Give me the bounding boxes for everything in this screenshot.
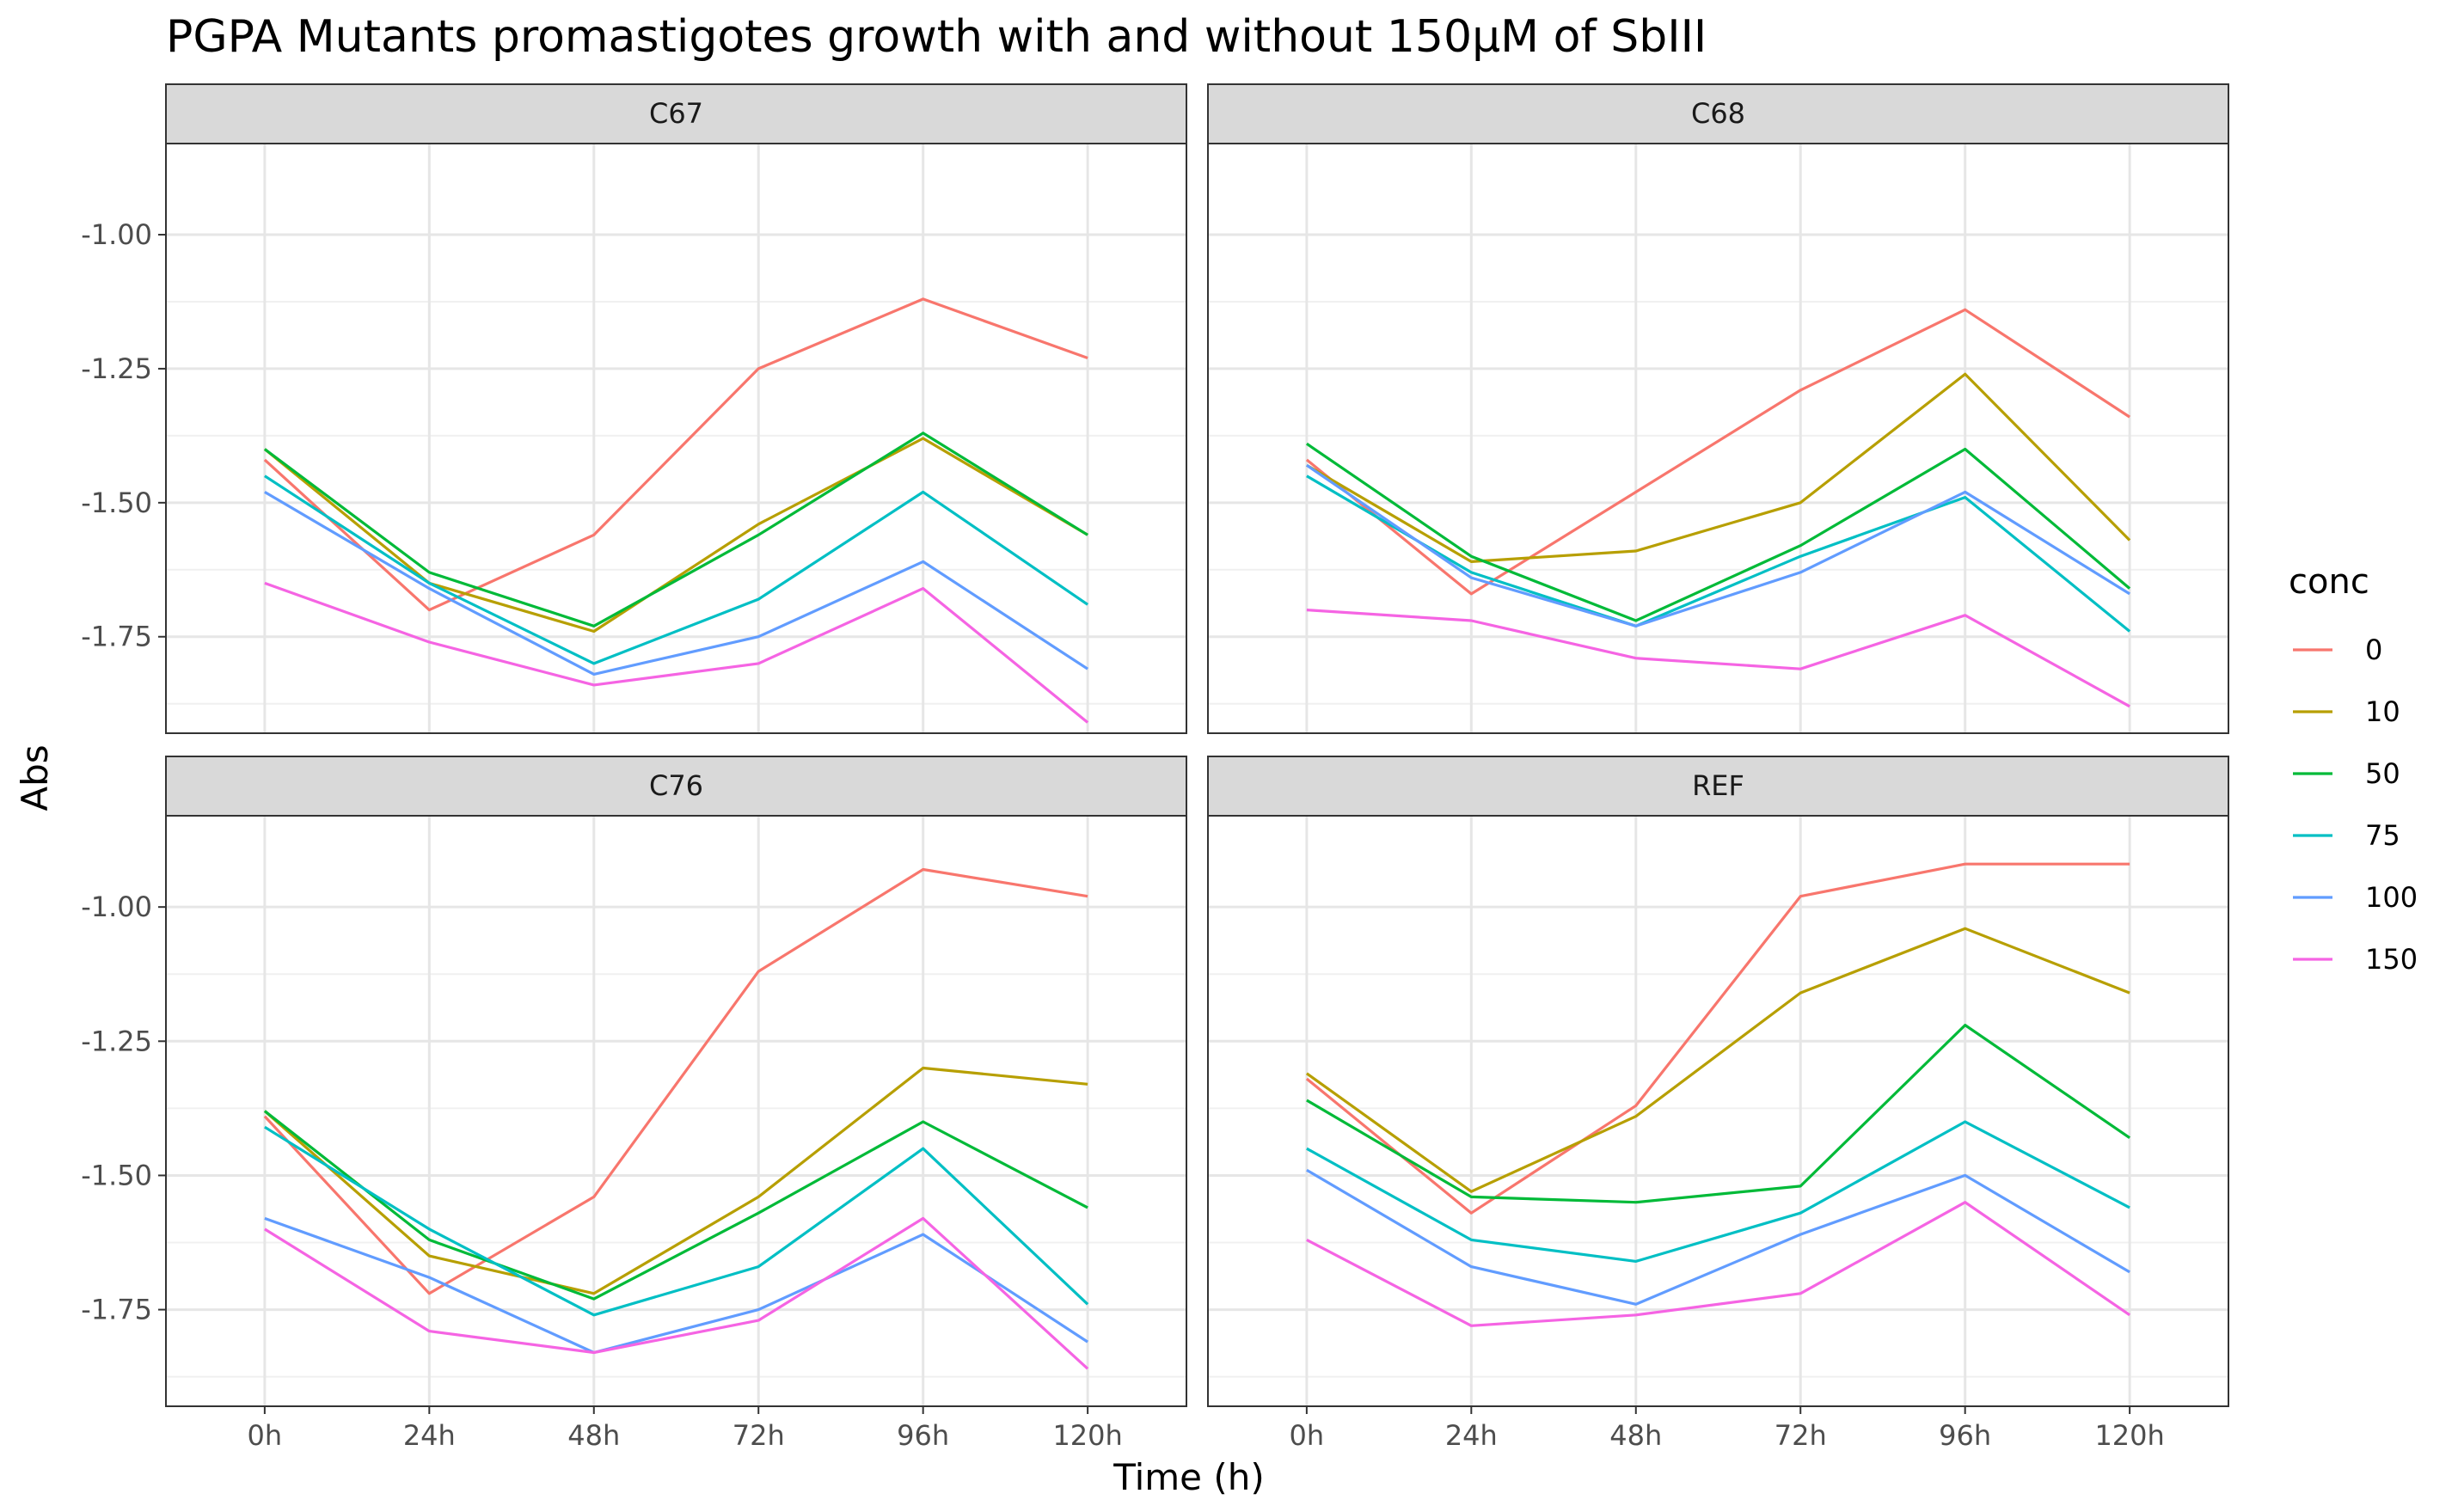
series-line-50 [263,1110,1088,1301]
panel-plot-area [1208,816,2228,1406]
series-line-10 [1306,372,2131,564]
x-axis-title: Time (h) [1113,1456,1265,1498]
panel-plot-area [166,816,1186,1406]
facet-panels: C67 -1.00 -1.25 -1.50 -1.75 C68 C76 -1.00 -1.25 -… [81,83,2229,1452]
panel-strip [1207,756,2229,817]
series-line-50 [1305,442,2131,622]
panel-strip [165,83,1187,144]
x-tick-label: 0h [1290,1419,1325,1452]
panel-ref: REF 0h 24h 48h 72h 96h 120h [1207,756,2229,1452]
x-tick-label: 0h [248,1419,283,1452]
x-tick-label: 120h [2094,1419,2164,1452]
x-tick-label: 24h [403,1419,456,1452]
series-line-100 [1305,463,2130,627]
panel-strip-label: C67 [649,97,703,130]
panel-plot-area [1208,144,2228,733]
series-line-150 [264,1216,1089,1370]
panel-strip-label: REF [1692,769,1744,802]
series-line-150 [264,581,1089,724]
legend-item-label: 100 [2365,881,2418,914]
series-line-0 [1305,308,2130,596]
x-tick-label: 96h [897,1419,949,1452]
series-line-0 [1305,862,2130,1215]
series-line-75 [264,474,1089,665]
series-line-10 [263,1066,1088,1295]
legend-item-10: 10 [2293,695,2400,728]
panel-c76: C76 -1.00 -1.25 -1.50 -1.75 0h 24h 48h 72h 96h 120… [81,756,1187,1452]
y-axis-title: Abs [14,744,56,811]
x-tick-label: 120h [1052,1419,1122,1452]
panel-border [165,143,1187,734]
panel-c68: C68 [1207,83,2229,734]
panel-strip-label: C68 [1691,97,1745,130]
series-line-50 [1306,1023,2131,1204]
y-tick-label: -1.50 [81,1159,152,1191]
panel-strip [165,756,1187,817]
y-tick-label: -1.00 [81,891,152,923]
x-tick-label: 48h [1609,1419,1662,1452]
y-tick-label: -1.50 [81,487,152,519]
series-line-10 [1305,927,2130,1193]
panel-c67: C67 -1.00 -1.25 -1.50 -1.75 [81,83,1187,734]
y-tick-label: -1.25 [81,352,152,385]
legend-title: conc [2289,562,2369,602]
panel-strip [1207,83,2229,144]
legend-item-0: 0 [2293,634,2382,666]
series-line-100 [264,491,1088,676]
series-line-0 [263,867,1088,1295]
series-line-10 [263,437,1088,634]
x-tick-label: 72h [732,1419,785,1452]
x-tick-label: 48h [567,1419,620,1452]
panel-plot-area [166,144,1186,733]
series-line-50 [263,432,1088,627]
panel-border [165,815,1187,1407]
series-line-75 [1306,1120,2130,1264]
panel-border [1207,143,2229,734]
legend-item-label: 150 [2365,943,2418,976]
series-line-0 [263,297,1088,612]
y-tick-label: -1.00 [81,218,152,251]
legend-item-50: 50 [2293,757,2400,790]
legend-item-label: 0 [2365,634,2382,666]
panel-border [1207,815,2229,1407]
y-tick-label: -1.75 [81,621,152,653]
series-line-150 [1306,609,2130,708]
series-line-100 [264,1216,1088,1355]
y-tick-label: -1.25 [81,1025,152,1057]
legend-item-label: 75 [2365,819,2400,852]
series-line-75 [1306,474,2131,633]
legend-item-100: 100 [2293,881,2418,914]
x-tick-label: 96h [1939,1419,1991,1452]
series-line-150 [1306,1201,2131,1327]
legend-item-150: 150 [2293,943,2418,976]
y-tick-label: -1.75 [81,1294,152,1326]
series-line-100 [1306,1168,2130,1306]
legend: conc 0 10 50 75 100 150 [2289,562,2418,976]
x-tick-label: 24h [1445,1419,1498,1452]
chart-title: PGPA Mutants promastigotes growth with a… [166,11,1707,63]
legend-item-label: 50 [2365,757,2400,790]
legend-item-label: 10 [2365,695,2400,728]
panel-strip-label: C76 [649,769,703,802]
legend-item-75: 75 [2293,819,2400,852]
series-line-75 [264,1125,1089,1317]
x-tick-label: 72h [1775,1419,1827,1452]
